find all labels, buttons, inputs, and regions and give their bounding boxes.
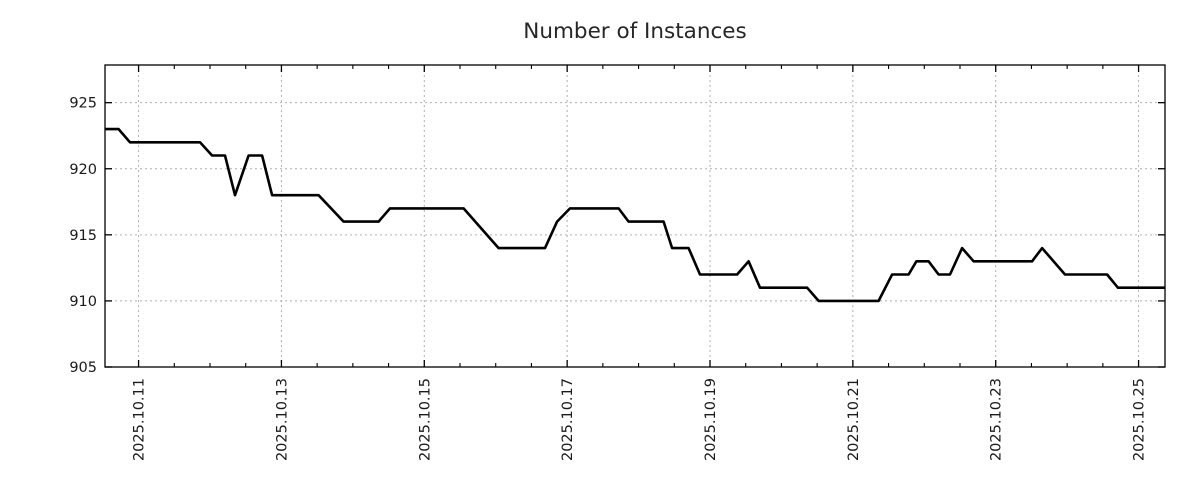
- x-tick-label: 2025.10.23: [989, 378, 1005, 461]
- x-tick-label: 2025.10.17: [560, 378, 576, 461]
- axes: [104, 64, 1166, 368]
- y-tick-label: 910: [69, 294, 97, 310]
- plot-border: [104, 64, 1166, 368]
- y-tick-label: 925: [69, 96, 97, 112]
- x-tick-label: 2025.10.25: [1132, 378, 1148, 461]
- y-tick-label: 905: [69, 360, 97, 376]
- series-instances: [105, 127, 1165, 303]
- y-tick-label: 915: [69, 228, 97, 244]
- x-tick-label: 2025.10.13: [274, 378, 290, 461]
- y-tick-label: 920: [69, 162, 97, 178]
- grid-lines: [105, 65, 1165, 367]
- x-tick-label: 2025.10.19: [703, 378, 719, 461]
- x-tick-label: 2025.10.15: [417, 378, 433, 461]
- x-tick-label: 2025.10.11: [132, 378, 148, 461]
- tick-labels: 905 910 915 920 925 2025.10.11 2025.10.13 2025.…: [69, 96, 1147, 461]
- chart-title: Number of Instances: [523, 19, 746, 44]
- data-line: [105, 127, 1165, 303]
- x-tick-label: 2025.10.21: [846, 378, 862, 461]
